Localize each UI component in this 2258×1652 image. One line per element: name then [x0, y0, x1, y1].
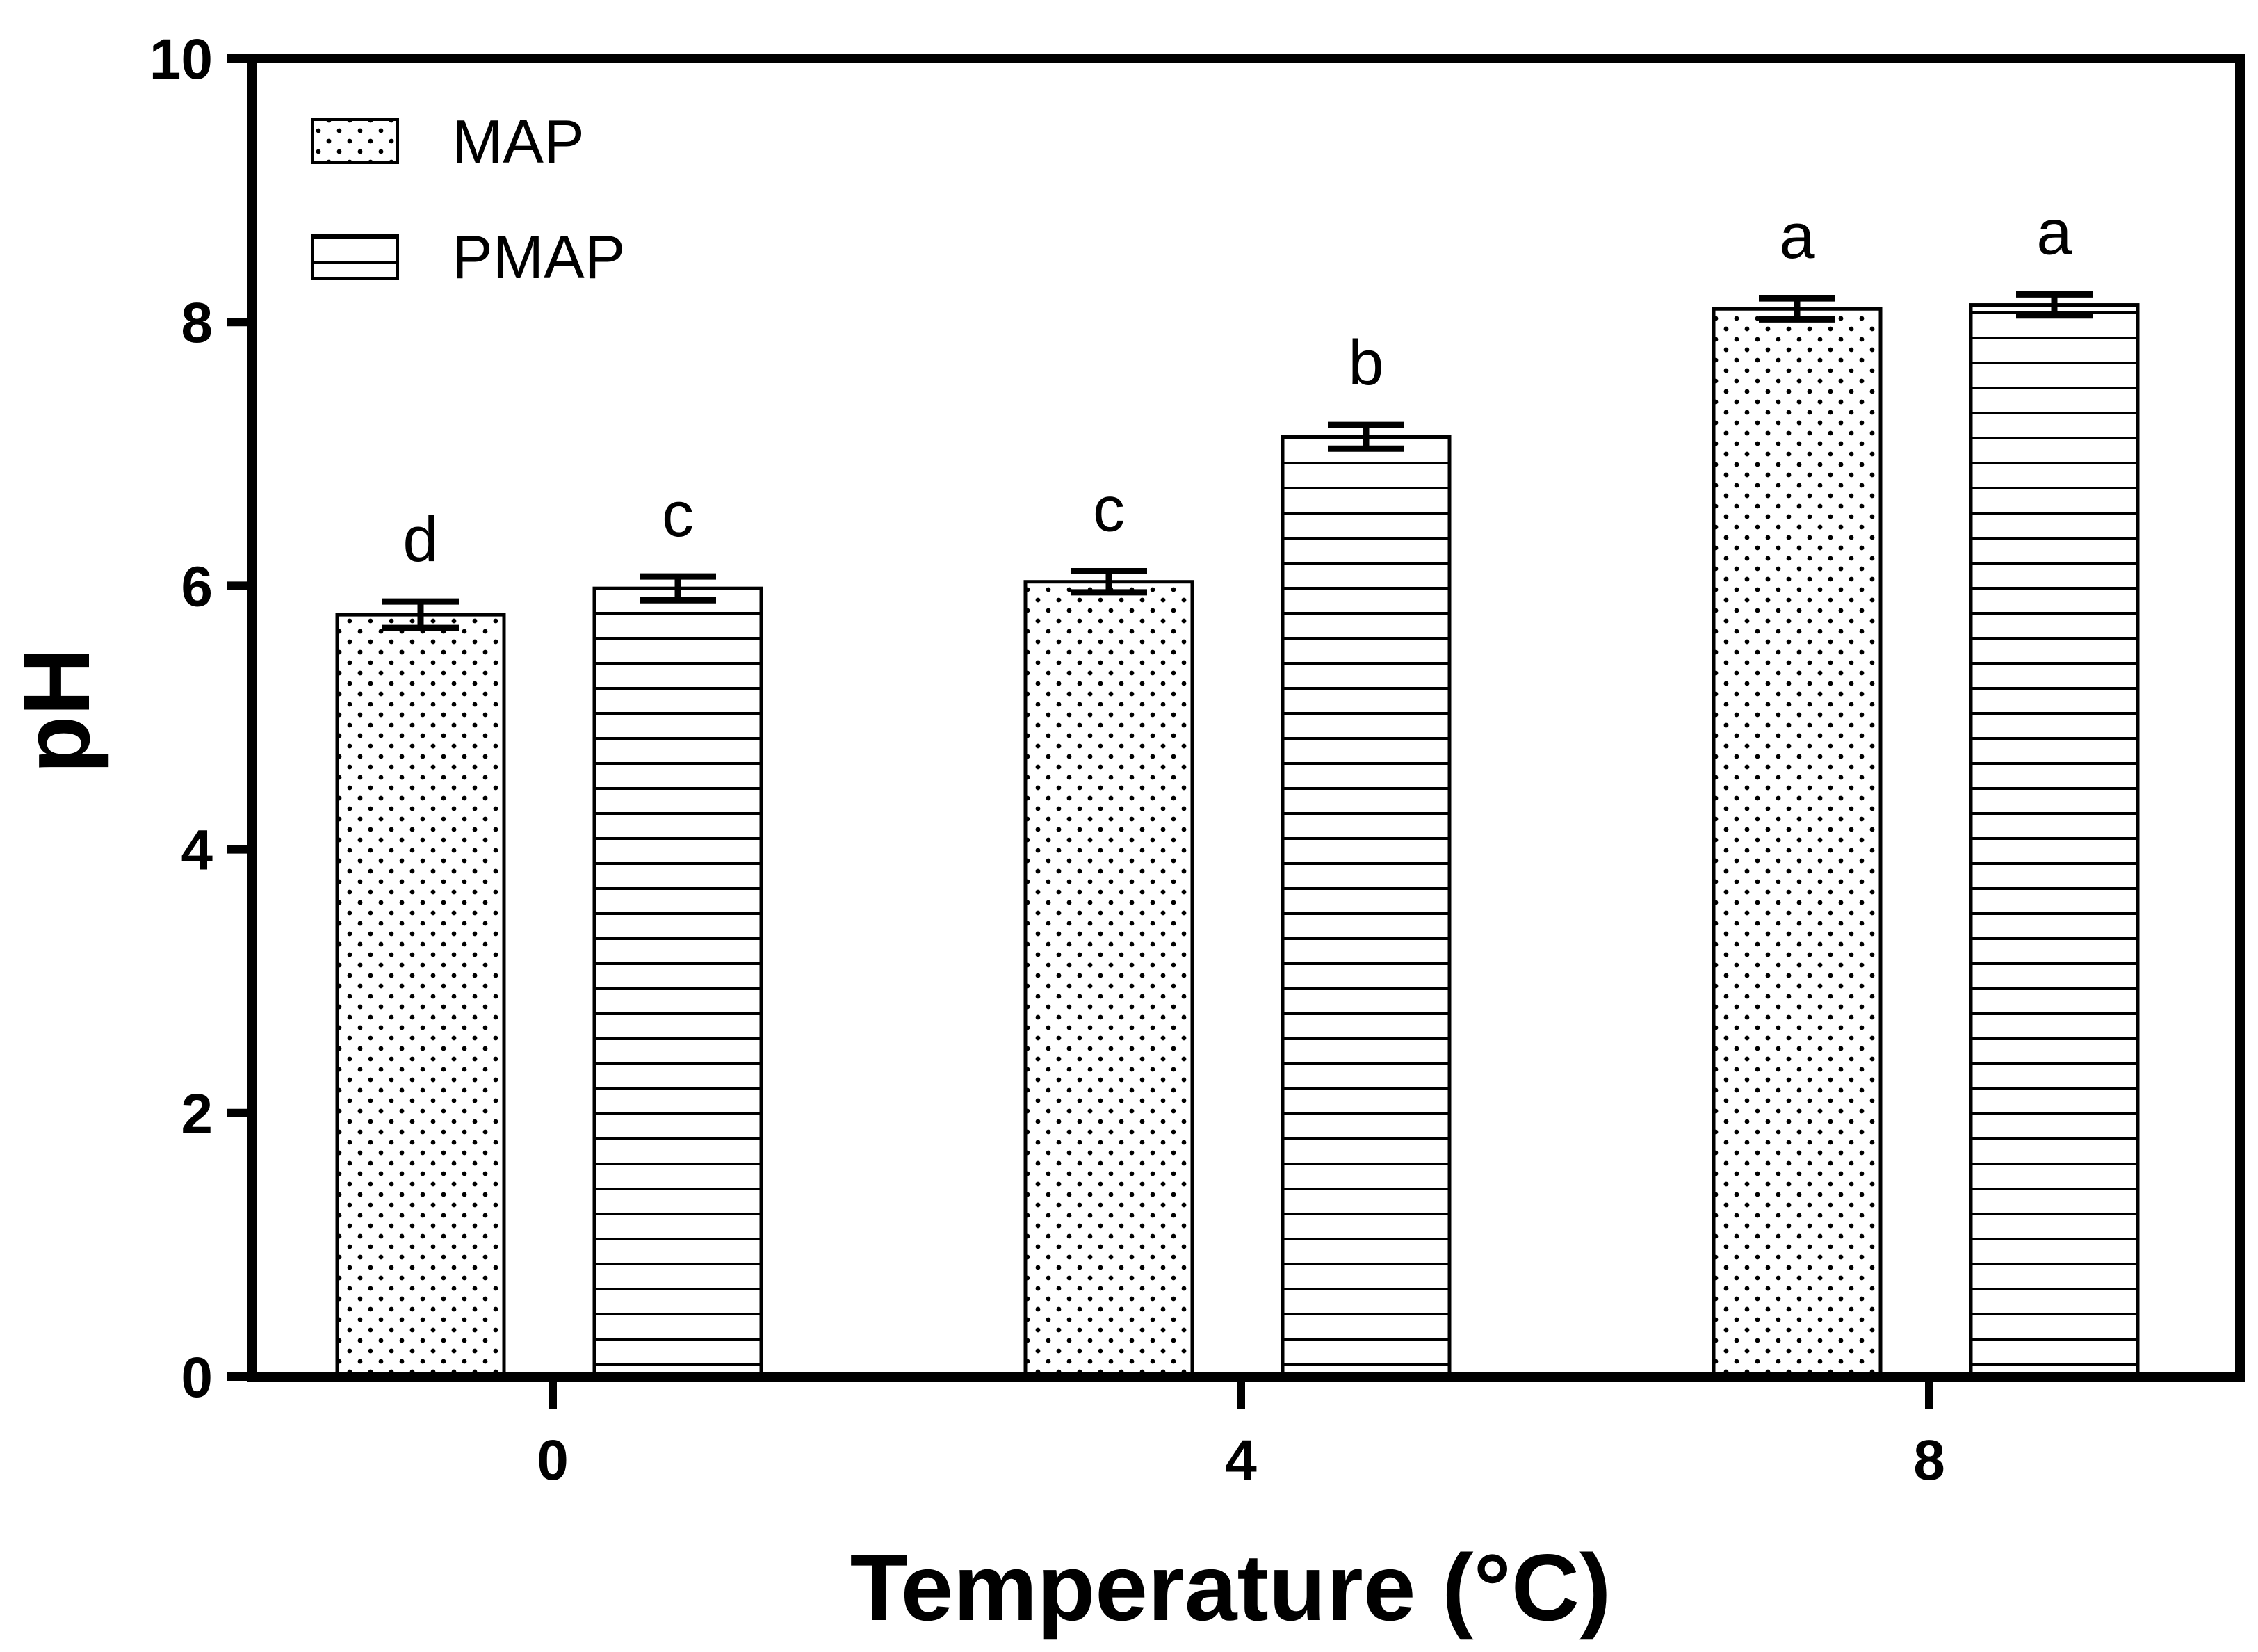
significance-letters-layer: d c c b a a [403, 197, 2072, 575]
significance-letter: a [1779, 201, 1815, 272]
y-tick-label: 10 [149, 28, 213, 91]
y-tick-label: 2 [181, 1083, 213, 1146]
significance-letter: c [662, 479, 694, 550]
error-bars-layer [382, 291, 2093, 631]
legend-label-map: MAP [452, 107, 585, 176]
y-axis-title: pH [3, 647, 109, 773]
legend-swatch-map [311, 118, 399, 164]
y-tick-label: 6 [181, 555, 213, 618]
bar-map-0 [335, 613, 506, 1379]
significance-letter: a [2036, 197, 2072, 268]
x-axis-title: Temperature (°C) [850, 1534, 1611, 1640]
significance-letter: d [403, 504, 438, 575]
y-axis: 0 2 4 6 8 10 [149, 28, 252, 1409]
legend-swatch-pmap [311, 234, 399, 280]
legend-label-pmap: PMAP [452, 222, 625, 291]
x-tick-label: 8 [1913, 1429, 1945, 1492]
y-tick-label: 8 [181, 291, 213, 355]
bar-pmap-8 [1969, 303, 2140, 1379]
x-axis: 0 4 8 [537, 1377, 1945, 1492]
bar-pmap-4 [1281, 435, 1452, 1379]
bar-map-8 [1712, 307, 1883, 1379]
legend: MAP PMAP [311, 107, 625, 291]
significance-letter: c [1093, 474, 1125, 545]
bar-map-4 [1023, 580, 1194, 1379]
significance-letter: b [1348, 327, 1383, 398]
y-tick-label: 4 [181, 819, 213, 882]
y-tick-label: 0 [181, 1346, 213, 1409]
x-tick-label: 0 [537, 1429, 569, 1492]
bar-pmap-0 [592, 586, 763, 1379]
bars-layer [335, 303, 2140, 1379]
plot-frame [247, 54, 2245, 1382]
x-tick-label: 4 [1225, 1429, 1257, 1492]
